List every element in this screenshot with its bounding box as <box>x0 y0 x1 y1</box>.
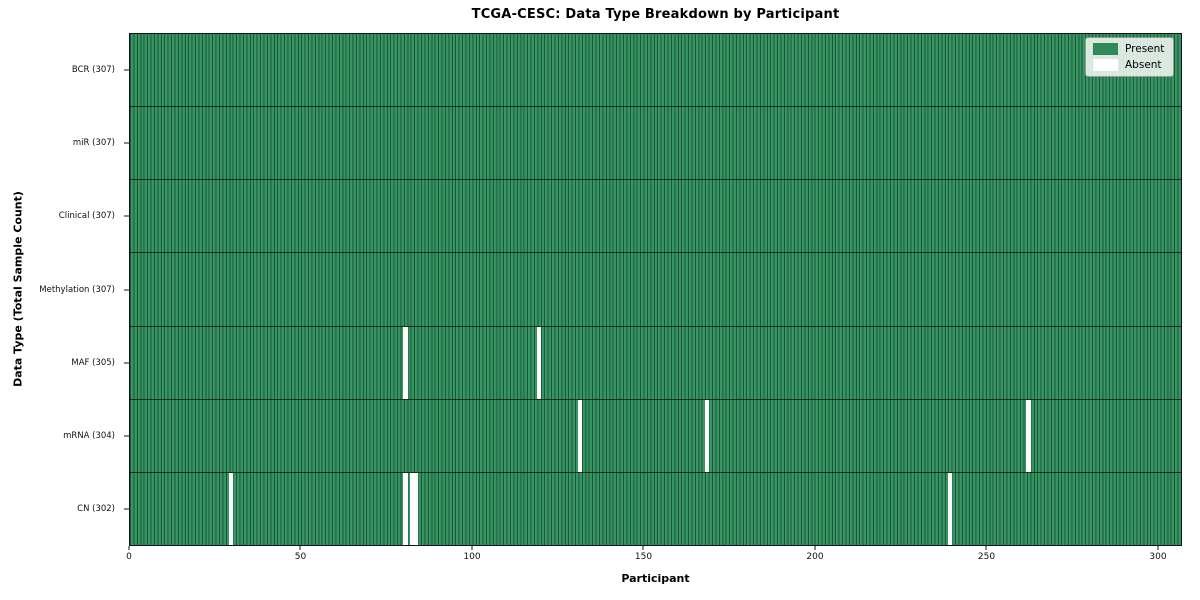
x-tick-mark <box>985 546 987 550</box>
y-tick-label: mRNA (304) <box>63 431 115 442</box>
y-tick-mark <box>124 362 129 364</box>
absent-stripe <box>413 472 419 545</box>
legend-label-absent: Absent <box>1125 59 1162 71</box>
absent-stripe <box>577 399 583 472</box>
heatmap-row-MAF <box>130 325 1181 399</box>
y-tick-mark <box>124 142 129 144</box>
y-tick-label: MAF (305) <box>71 357 115 368</box>
heatmap-row-Clinical <box>130 179 1181 253</box>
heatmap-row-miR <box>130 106 1181 180</box>
y-tick-mark <box>124 215 129 217</box>
absent-stripe <box>947 472 953 545</box>
absent-stripe <box>410 472 415 545</box>
y-tick-mark <box>124 435 129 437</box>
absent-stripe <box>403 326 408 399</box>
heatmap-row-BCR <box>130 34 1181 107</box>
absent-stripe <box>403 472 408 545</box>
y-tick-label: miR (307) <box>72 137 115 148</box>
heatmap-row-Methylation <box>130 252 1181 326</box>
x-tick-mark <box>1157 546 1159 550</box>
y-tick-mark <box>124 289 129 290</box>
x-tick-label: 300 <box>1149 552 1167 562</box>
absent-stripe <box>1026 399 1031 472</box>
x-tick-mark <box>814 546 816 550</box>
y-tick-label: CN (302) <box>77 504 115 515</box>
heatmap-row-mRNA <box>130 398 1181 472</box>
heatmap-row-CN <box>130 471 1181 545</box>
absent-stripe <box>704 399 710 472</box>
x-tick-label: 0 <box>126 552 132 562</box>
x-tick-label: 250 <box>977 552 996 562</box>
present-swatch-icon <box>1093 43 1118 55</box>
y-tick-label: Clinical (307) <box>58 211 115 222</box>
x-axis: 0 50 100 150 200 250 300 <box>126 546 1182 576</box>
legend-entry-absent: Absent <box>1093 59 1164 71</box>
legend-entry-present: Present <box>1093 43 1164 55</box>
y-tick-mark <box>124 69 129 71</box>
x-tick-mark <box>471 546 473 550</box>
x-tick-label: 150 <box>634 552 653 562</box>
x-tick-label: 50 <box>294 552 307 562</box>
x-axis-label: Participant <box>621 572 690 585</box>
x-tick-mark <box>128 546 130 550</box>
y-tick-label: BCR (307) <box>71 64 115 75</box>
x-tick-mark <box>299 546 301 550</box>
absent-swatch-icon <box>1093 59 1118 71</box>
x-tick-mark <box>642 546 644 550</box>
x-tick-label: 200 <box>806 552 824 562</box>
x-tick-label: 100 <box>463 552 481 562</box>
absent-stripe <box>228 472 234 545</box>
legend-label-present: Present <box>1125 43 1165 55</box>
absent-stripe <box>536 326 542 399</box>
y-tick-label: Methylation (307) <box>39 284 115 295</box>
chart-title: TCGA-CESC: Data Type Breakdown by Partic… <box>471 7 840 22</box>
legend: Present Absent <box>1085 37 1175 77</box>
y-tick-mark <box>124 508 129 510</box>
heatmap-plot <box>129 33 1182 546</box>
y-axis: BCR (307) miR (307) Clinical (307) Methylat… <box>0 33 129 546</box>
